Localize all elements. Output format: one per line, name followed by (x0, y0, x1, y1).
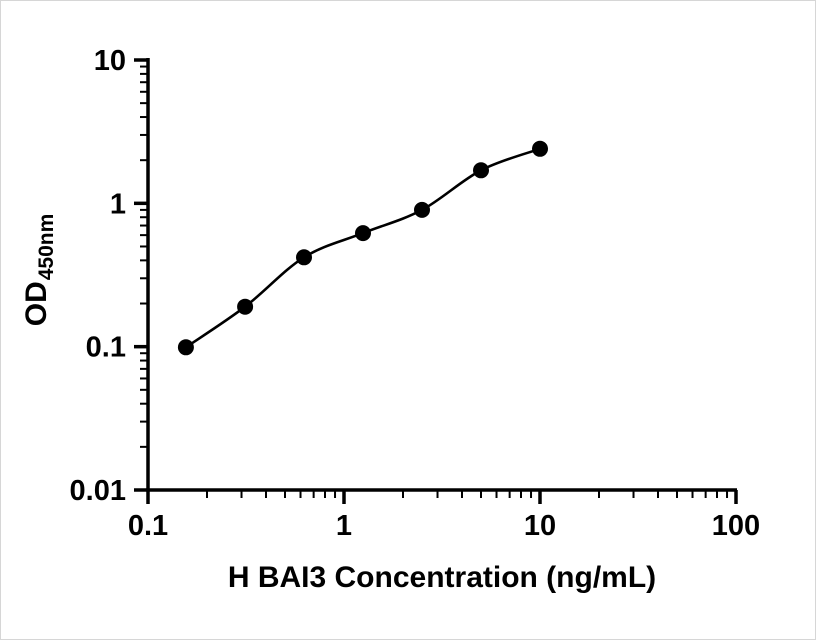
y-tick-label: 1 (110, 188, 126, 220)
x-tick-label: 0.1 (128, 510, 168, 542)
y-tick-label: 0.1 (86, 332, 126, 364)
y-tick-label: 10 (94, 45, 126, 77)
data-point (414, 201, 430, 218)
data-point (473, 162, 489, 179)
x-tick-label: 1 (336, 510, 352, 542)
y-axis-label-main: OD (20, 281, 53, 326)
series-layer (177, 140, 548, 356)
y-axis-label-subscript: 450nm (35, 214, 58, 281)
data-point (355, 225, 371, 242)
data-point (532, 140, 548, 157)
y-axis-label: OD450nm (20, 214, 58, 327)
x-axis-label: H BAI3 Concentration (ng/mL) (228, 561, 656, 594)
data-point (237, 298, 254, 315)
data-point (177, 339, 194, 356)
data-point (296, 249, 312, 266)
x-tick-label: 100 (712, 510, 760, 542)
x-tick-label: 10 (524, 510, 556, 542)
y-tick-label: 0.01 (70, 475, 126, 507)
fit-curve (185, 147, 541, 349)
